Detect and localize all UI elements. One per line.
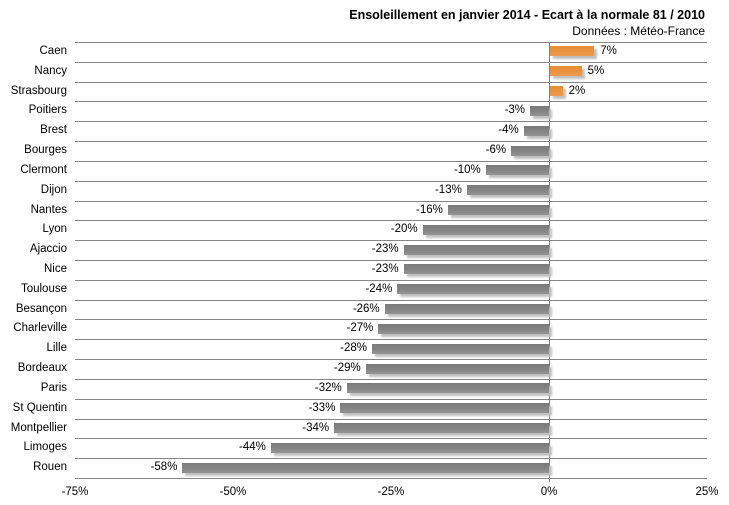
gridline <box>75 200 707 202</box>
category-label: Charleville <box>13 322 67 335</box>
x-axis-tick-label: 0% <box>540 486 558 498</box>
gridline <box>75 458 707 460</box>
category-label: Clermont <box>20 163 67 176</box>
gridline <box>75 240 707 242</box>
gridline <box>75 42 707 43</box>
gridline <box>75 378 707 380</box>
gridline <box>75 279 707 281</box>
gridline <box>75 61 707 63</box>
chart-title-block: Ensoleillement en janvier 2014 - Ecart à… <box>349 7 705 39</box>
bar <box>511 145 549 156</box>
bar-value-label: -33% <box>308 401 336 414</box>
gridline <box>75 299 707 301</box>
bar <box>397 284 549 295</box>
bar-value-label: -58% <box>150 461 178 474</box>
gridline <box>75 359 707 361</box>
bar <box>403 244 549 255</box>
category-label: Lille <box>46 342 67 355</box>
gridline <box>75 260 707 261</box>
bar <box>365 363 549 374</box>
bar-value-label: -26% <box>352 302 380 315</box>
chart-subtitle: Données : Météo-France <box>572 24 705 38</box>
zero-axis-line <box>549 42 550 482</box>
category-label: Paris <box>40 381 67 394</box>
category-label: Bourges <box>24 144 67 157</box>
bar-value-label: -32% <box>314 381 342 394</box>
category-label: Bordeaux <box>17 362 67 375</box>
category-label: Brest <box>40 124 67 137</box>
bar-value-label: -16% <box>416 203 443 216</box>
bar <box>182 462 549 473</box>
gridline <box>75 121 707 123</box>
bar <box>270 442 549 453</box>
bar <box>447 204 549 215</box>
x-axis-tick-label: -25% <box>377 486 405 498</box>
category-label: Rouen <box>33 461 67 474</box>
bar <box>384 304 549 315</box>
category-label: Nice <box>43 263 67 275</box>
bar <box>550 86 563 97</box>
bar <box>530 105 549 116</box>
category-label: Nancy <box>34 64 67 77</box>
bar-value-label: -20% <box>390 223 418 236</box>
gridline <box>75 141 707 143</box>
category-label: St Quentin <box>12 401 67 414</box>
bar-value-label: -23% <box>371 243 399 256</box>
gridline <box>75 339 707 341</box>
chart-title: Ensoleillement en janvier 2014 - Ecart à… <box>349 8 705 22</box>
gridline <box>75 180 707 182</box>
bar <box>485 165 549 176</box>
category-label: Montpellier <box>10 421 67 434</box>
bar <box>346 383 549 394</box>
bar-value-label: -3% <box>504 104 526 117</box>
bar <box>403 264 549 275</box>
category-label: Poitiers <box>28 104 67 117</box>
bar-value-label: 5% <box>587 64 605 77</box>
bar-value-label: -28% <box>340 342 368 355</box>
bar <box>550 46 595 57</box>
gridline <box>75 81 707 83</box>
bar-value-label: 2% <box>568 84 586 97</box>
bar-value-label: -10% <box>453 163 481 176</box>
bar <box>550 66 582 77</box>
category-label: Caen <box>39 45 68 57</box>
x-axis-tick-label: -50% <box>219 486 247 498</box>
bar-value-label: -34% <box>302 421 330 434</box>
bar-value-label: -13% <box>434 183 462 196</box>
bar-value-label: -29% <box>333 362 361 375</box>
bar <box>523 125 549 136</box>
bar-value-label: -6% <box>485 144 507 157</box>
category-label: Toulouse <box>20 282 67 295</box>
gridline <box>75 220 707 222</box>
category-label: Ajaccio <box>29 243 67 256</box>
bar <box>334 422 549 433</box>
bar <box>340 403 549 414</box>
bar-value-label: -24% <box>365 282 393 295</box>
gridline <box>75 438 707 440</box>
category-label: Besançon <box>15 302 67 315</box>
category-label: Dijon <box>40 183 67 196</box>
bar-value-label: -4% <box>498 124 519 137</box>
x-axis-line <box>75 478 707 479</box>
category-label: Strasbourg <box>10 84 67 97</box>
bar-value-label: -23% <box>371 263 399 275</box>
bar <box>422 224 549 235</box>
category-label: Limoges <box>23 441 67 454</box>
gridline <box>75 398 707 400</box>
gridline <box>75 101 707 103</box>
bar-value-label: -44% <box>239 441 266 454</box>
bar <box>466 185 549 196</box>
gridline <box>75 418 707 420</box>
x-axis-tick-label: -75% <box>61 486 89 498</box>
gridline <box>75 319 707 321</box>
category-label: Lyon <box>42 223 67 236</box>
bar <box>378 323 549 334</box>
gridline <box>75 160 707 162</box>
bar-value-label: 7% <box>600 45 617 57</box>
category-label: Nantes <box>30 203 67 216</box>
x-axis-tick-label: 25% <box>695 486 719 498</box>
bar-value-label: -27% <box>346 322 374 335</box>
bar <box>372 343 549 354</box>
